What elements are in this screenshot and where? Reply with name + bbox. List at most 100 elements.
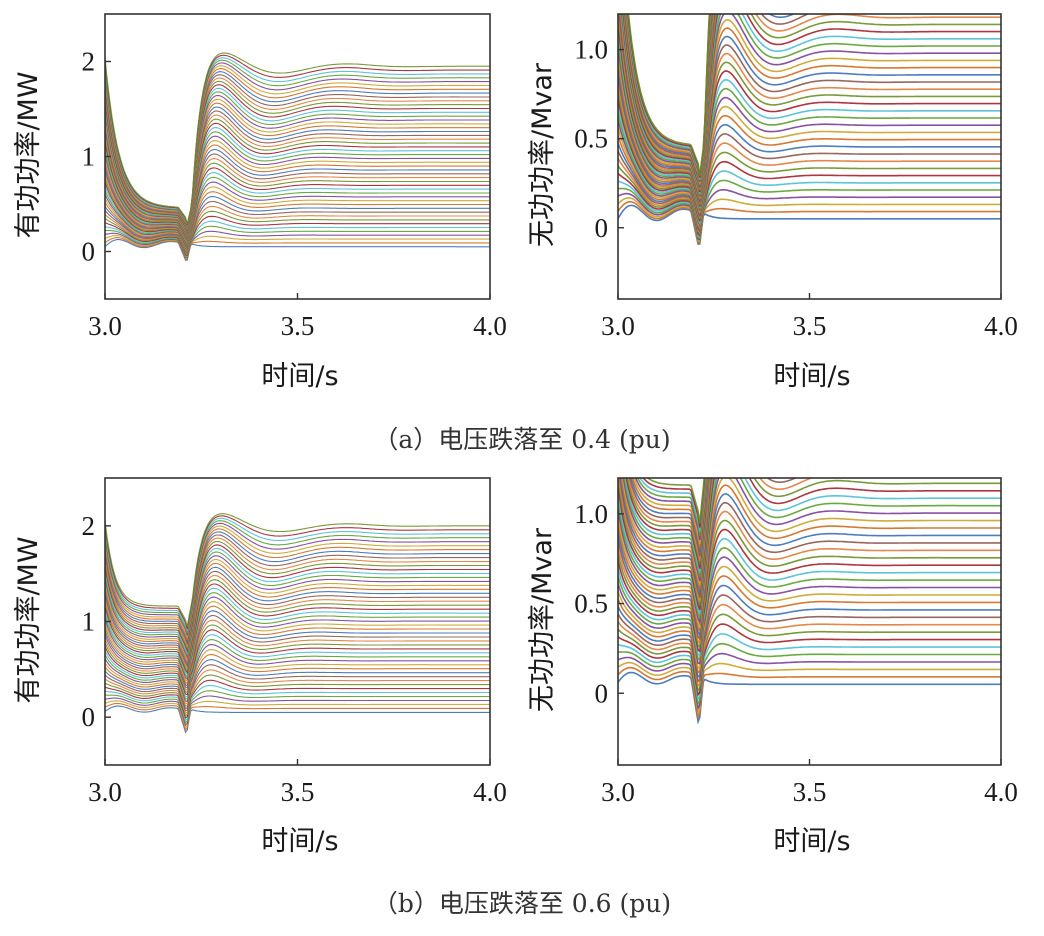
series-line xyxy=(105,614,490,690)
y-tick-label: 1.0 xyxy=(574,499,608,529)
series-line xyxy=(618,105,1001,230)
x-tick-label: 3.0 xyxy=(88,777,122,807)
series-line xyxy=(618,70,1001,222)
series-line xyxy=(618,52,1001,219)
x-tick-label: 3.0 xyxy=(601,311,635,341)
y-tick-label: 0 xyxy=(595,213,609,243)
series-line xyxy=(105,531,490,643)
y-axis-label: 有功功率/MW xyxy=(13,71,44,238)
series-line xyxy=(618,623,1001,697)
series-line xyxy=(618,666,1001,721)
series-line xyxy=(105,114,490,241)
series-line xyxy=(105,191,490,253)
series-line xyxy=(618,44,1001,217)
series-line xyxy=(105,551,490,658)
series-line xyxy=(618,642,1001,707)
series-line xyxy=(105,634,490,698)
series-line xyxy=(618,14,1001,209)
series-line xyxy=(105,558,490,662)
series-line xyxy=(105,91,490,236)
series-line xyxy=(105,522,490,636)
x-tick-label: 3.5 xyxy=(793,777,827,807)
series-line xyxy=(105,205,490,255)
series-line xyxy=(105,162,490,249)
series-line xyxy=(625,14,712,185)
series-line xyxy=(618,14,1001,211)
series-line xyxy=(105,131,490,244)
series-line xyxy=(105,547,490,655)
series-line xyxy=(105,587,490,677)
series-line xyxy=(618,478,1001,615)
series-line xyxy=(618,142,1001,235)
series-line xyxy=(105,700,490,729)
series-line xyxy=(620,478,711,590)
series-line xyxy=(105,520,490,634)
series-line xyxy=(105,659,490,710)
y-axis-label: 无功功率/Mvar xyxy=(527,62,558,247)
series-line xyxy=(618,528,1001,653)
series-line xyxy=(618,594,1001,683)
series-line xyxy=(105,77,490,234)
series-line xyxy=(105,596,490,681)
series-line xyxy=(105,220,490,258)
series-line xyxy=(618,160,1001,237)
series-line xyxy=(105,513,490,627)
x-tick-label: 4.0 xyxy=(473,311,507,341)
series-line xyxy=(105,176,490,251)
series-line xyxy=(618,61,1001,220)
plot-frame xyxy=(104,13,491,300)
series-line xyxy=(105,225,490,258)
series-line xyxy=(623,478,710,578)
series-line xyxy=(618,14,1001,210)
series-line xyxy=(630,478,708,553)
series-line xyxy=(631,478,707,549)
series-line xyxy=(618,510,1001,645)
series-line xyxy=(105,62,490,228)
series-line xyxy=(105,167,490,250)
series-line xyxy=(105,574,490,670)
series-line xyxy=(618,204,1001,245)
caption-b: （b）电压跌落至 0.6 (pu) xyxy=(373,889,671,918)
series-line xyxy=(105,624,490,694)
series-line xyxy=(618,584,1001,679)
series-line xyxy=(625,478,709,569)
x-tick-label: 4.0 xyxy=(984,311,1018,341)
x-tick-label: 4.0 xyxy=(984,777,1018,807)
series-line xyxy=(105,566,490,666)
series-line xyxy=(105,148,490,247)
series-line xyxy=(627,478,708,561)
series-line xyxy=(105,153,490,247)
series-line xyxy=(624,478,710,574)
series-line xyxy=(624,14,712,188)
series-line xyxy=(623,14,713,191)
series-line xyxy=(105,601,490,683)
series-line xyxy=(105,68,490,231)
series-line xyxy=(618,493,1001,638)
series-line xyxy=(105,674,490,717)
series-line xyxy=(105,98,490,238)
series-line xyxy=(633,478,707,545)
chart-a-reactive-power: 3.0 3.5 4.0 0 0.5 1.0 无功功率/Mvar 时间/s xyxy=(527,13,1018,392)
series-line xyxy=(105,654,490,707)
series-line xyxy=(626,478,709,565)
series-line xyxy=(618,18,1001,213)
series-line xyxy=(105,74,490,233)
x-tick-label: 3.5 xyxy=(281,777,315,807)
series-line xyxy=(105,196,490,254)
series-line xyxy=(622,478,710,582)
series-line xyxy=(105,110,490,240)
ticks-group: 3.0 3.5 4.0 0 0.5 1.0 xyxy=(574,35,1018,341)
y-tick-label: 0.5 xyxy=(574,124,608,154)
series-line xyxy=(618,96,1001,228)
x-tick-label: 3.0 xyxy=(88,311,122,341)
y-axis-label: 无功功率/Mvar xyxy=(527,527,558,712)
series-line xyxy=(105,200,490,255)
series-line xyxy=(105,517,490,632)
series-line xyxy=(620,14,714,197)
y-tick-label: 1 xyxy=(82,142,96,172)
series-line xyxy=(105,80,490,234)
series-line xyxy=(618,133,1001,233)
series-line xyxy=(105,95,490,237)
series-line xyxy=(105,127,490,243)
